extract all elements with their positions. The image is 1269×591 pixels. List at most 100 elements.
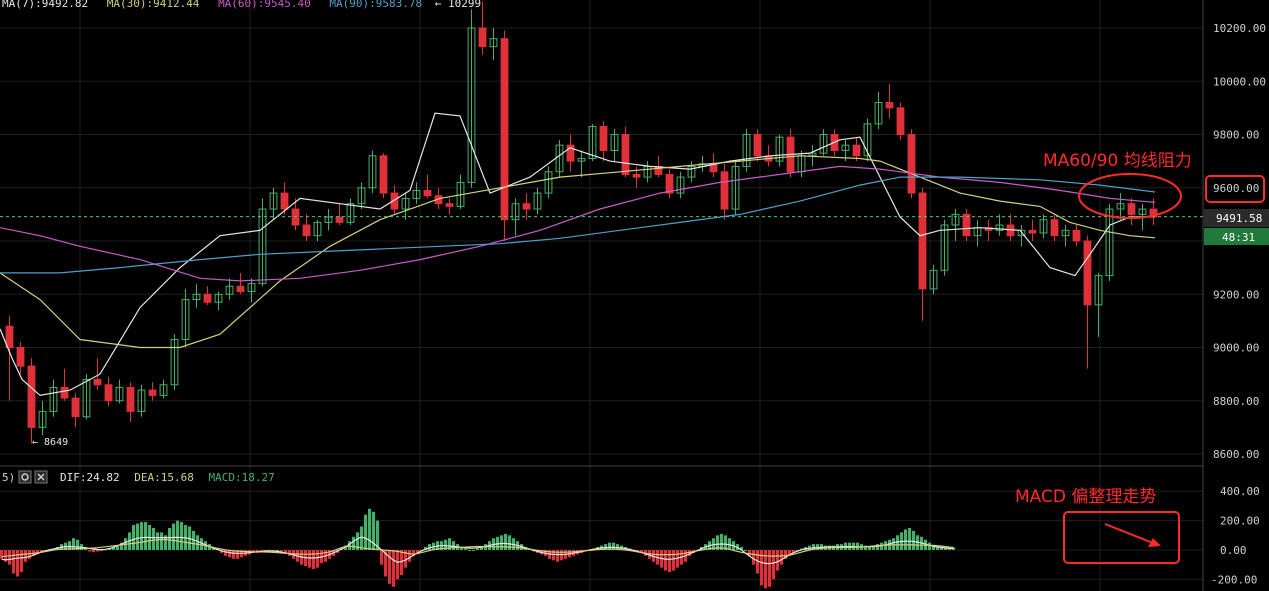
macd-tick-label: -200.00	[1211, 573, 1257, 586]
candle-up	[1039, 219, 1048, 234]
candle-up	[775, 136, 784, 162]
macd-bar-negative	[416, 550, 420, 553]
macd-values: DIF:24.82 DEA:15.68 MACD:18.27	[60, 471, 275, 484]
macd-bar-positive	[444, 539, 448, 550]
candle-down	[665, 173, 674, 194]
candle-down	[445, 203, 454, 207]
ma60-legend: MA(60):9545.40	[218, 0, 311, 10]
highlight-9600-box	[1205, 175, 1265, 203]
macd-bar-negative	[776, 550, 780, 571]
ma7-legend: MA(7):9492.82	[2, 0, 88, 10]
macd-bar-positive	[116, 545, 120, 550]
candle-up	[687, 165, 696, 178]
macd-bar-positive	[356, 532, 360, 550]
candle-down	[71, 397, 80, 418]
candle-down	[104, 384, 113, 402]
candle-up	[940, 224, 949, 271]
macd-bar-positive	[472, 550, 476, 551]
macd-bar-positive	[276, 550, 280, 551]
candle-down	[302, 224, 311, 237]
candle-down	[5, 325, 14, 349]
countdown-label: 48:31	[1222, 231, 1255, 244]
candle-down	[1028, 229, 1037, 234]
macd-bar-negative	[396, 550, 400, 580]
macd-bar-negative	[404, 550, 408, 568]
macd-bar-positive	[448, 538, 452, 550]
moving-average-lines	[0, 112, 1156, 397]
candle-up	[214, 293, 223, 303]
ma30-legend: MA(30):9412.44	[107, 0, 200, 10]
macd-bar-negative	[400, 550, 404, 575]
macd-bar-negative	[280, 550, 284, 552]
macd-bar-negative	[312, 550, 316, 570]
macd-bar-negative	[388, 550, 392, 584]
close-icon[interactable]	[34, 470, 48, 484]
macd-bar-negative	[772, 550, 776, 580]
candle-up	[874, 102, 883, 125]
candle-up	[192, 293, 201, 301]
macd-bar-positive	[180, 522, 184, 550]
candle-up	[225, 285, 234, 295]
candle-up	[412, 189, 421, 199]
macd-bar-negative	[784, 550, 788, 559]
candle-down	[1050, 219, 1059, 237]
gear-icon[interactable]	[18, 470, 32, 484]
candle-up	[1138, 208, 1147, 215]
countdown-box	[1204, 228, 1269, 245]
macd-bar-positive	[348, 541, 352, 550]
candle-down	[423, 189, 432, 197]
macd-bar-positive	[940, 547, 944, 550]
candle-down	[390, 192, 399, 210]
macd-bar-positive	[724, 535, 728, 550]
macd-bar-negative	[672, 550, 676, 571]
candle-down	[753, 134, 762, 157]
macd-bar-negative	[752, 550, 756, 565]
macd-bar-positive	[880, 542, 884, 550]
macd-bar-negative	[412, 550, 416, 556]
candle-up	[82, 378, 91, 418]
candle-down	[599, 126, 608, 151]
macd-bar-negative	[16, 550, 20, 577]
macd-bar-negative	[560, 550, 564, 561]
macd-bar-positive	[464, 548, 468, 550]
macd-bar-positive	[904, 529, 908, 550]
candle-up	[995, 224, 1004, 231]
macd-bar-positive	[928, 542, 932, 550]
macd-bar-positive	[176, 520, 180, 550]
candle-up	[951, 213, 960, 226]
macd-bar-positive	[160, 532, 164, 550]
macd-bar-positive	[152, 527, 156, 550]
candle-down	[236, 285, 245, 293]
candle-up	[38, 410, 47, 428]
ma60-line	[0, 165, 1156, 282]
ma7-line	[0, 112, 1156, 397]
macd-bar-positive	[944, 547, 948, 550]
macd-bar-positive	[168, 527, 172, 550]
macd-annotation: MACD 偏整理走势	[1015, 487, 1156, 507]
dif-line	[1, 536, 954, 565]
macd-bar-positive	[360, 526, 364, 550]
macd-bar-positive	[200, 538, 204, 550]
candle-down	[962, 213, 971, 237]
macd-bar-positive	[936, 547, 940, 550]
candle-up	[324, 216, 333, 223]
macd-prefix: 5)	[2, 471, 15, 484]
candle-down	[27, 365, 36, 428]
macd-bar-negative	[96, 550, 100, 552]
macd-bar-positive	[76, 539, 80, 550]
macd-bar-positive	[460, 547, 464, 550]
candle-down	[632, 173, 641, 178]
ma90-legend: MA(90):9583.78	[329, 0, 422, 10]
candle-up	[676, 176, 685, 194]
macd-lines	[1, 536, 954, 565]
macd-bar-negative	[24, 550, 28, 562]
macd-bar-positive	[132, 525, 136, 550]
candle-down	[60, 386, 69, 399]
candle-down	[720, 171, 729, 210]
macd-bar-positive	[108, 548, 112, 550]
macd-bar-positive	[716, 535, 720, 550]
price-tick-label: 9800.00	[1213, 129, 1259, 142]
macd-bar-positive	[872, 545, 876, 550]
price-tick-label: 9200.00	[1213, 288, 1259, 301]
